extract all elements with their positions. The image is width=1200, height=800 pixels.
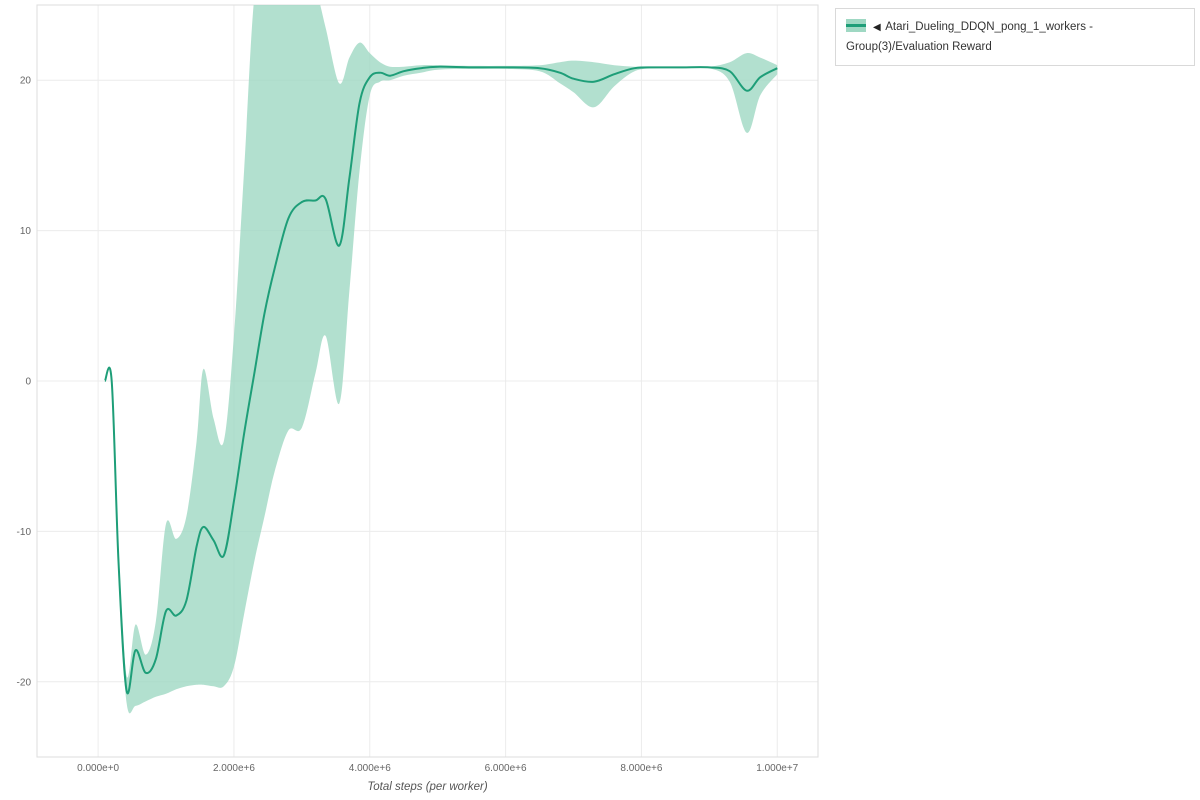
series-swatch-icon <box>846 19 866 32</box>
series-swatch-line <box>846 24 866 27</box>
x-tick-label: 8.000e+6 <box>620 763 662 774</box>
x-axis-title: Total steps (per worker) <box>367 781 488 793</box>
legend-item[interactable]: ◀ Atari_Dueling_DDQN_pong_1_workers - Gr… <box>846 17 1184 57</box>
x-tick-label: 0.000e+0 <box>77 763 119 774</box>
y-tick-label: 10 <box>20 226 32 237</box>
y-tick-label: -20 <box>17 677 32 688</box>
y-tick-label: -10 <box>17 527 32 538</box>
plot-border <box>36 4 819 758</box>
legend: ◀ Atari_Dueling_DDQN_pong_1_workers - Gr… <box>835 8 1195 67</box>
x-tick-label: 2.000e+6 <box>213 763 255 774</box>
x-tick-label: 6.000e+6 <box>485 763 527 774</box>
series-line <box>103 65 778 695</box>
legend-label: Atari_Dueling_DDQN_pong_1_workers - Grou… <box>846 21 1094 54</box>
x-tick-label: 1.000e+7 <box>756 763 798 774</box>
x-tick-label: 4.000e+6 <box>349 763 391 774</box>
series-confidence-band <box>104 5 778 714</box>
legend-collapse-icon[interactable]: ◀ <box>873 22 881 33</box>
y-tick-label: 0 <box>25 377 31 388</box>
y-tick-label: 20 <box>20 76 32 87</box>
